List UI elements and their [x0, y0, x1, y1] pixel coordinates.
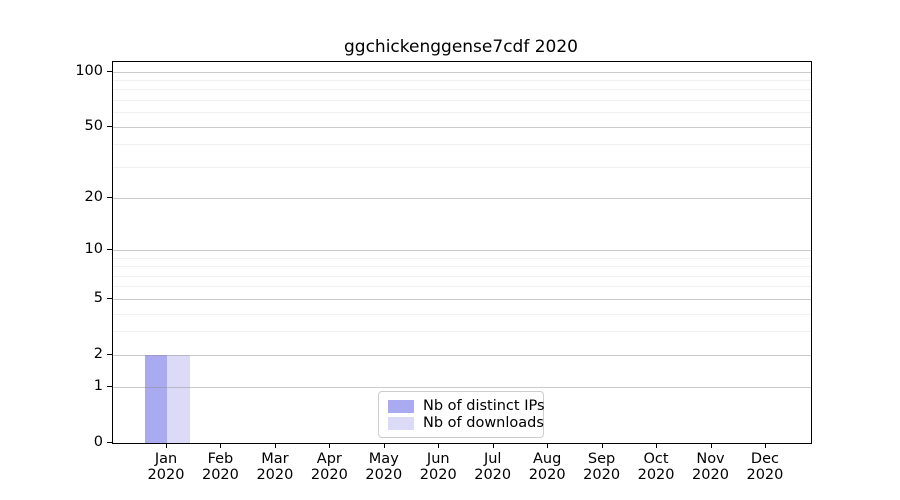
x-tick-label-feb: Feb 2020	[186, 451, 254, 483]
y-tick-label-20: 20	[84, 189, 103, 206]
y-tick-label-2: 2	[93, 345, 103, 362]
x-tick-year: 2020	[147, 467, 185, 483]
x-tick-label-aug: Aug 2020	[513, 451, 581, 483]
bar-downloads-jan	[167, 354, 190, 443]
x-tick-mark-jan	[166, 444, 167, 448]
legend-label-distinct-ips: Nb of distinct IPs	[423, 398, 545, 414]
x-tick-month: Jan	[154, 451, 178, 467]
x-tick-month: Aug	[532, 451, 562, 467]
y-tick-label-100: 100	[75, 62, 103, 79]
x-tick-month: Apr	[316, 451, 342, 467]
x-tick-year: 2020	[692, 467, 729, 483]
legend-item-downloads: Nb of downloads	[388, 415, 544, 431]
gridline-minor-7	[113, 275, 811, 277]
legend-swatch-downloads	[388, 416, 414, 430]
x-tick-year: 2020	[637, 467, 675, 483]
y-tick-mark-20	[107, 197, 112, 199]
gridline-minor-3	[113, 331, 811, 333]
x-tick-label-jan: Jan 2020	[132, 451, 200, 483]
x-tick-mark-oct	[656, 444, 658, 448]
x-tick-year: 2020	[583, 467, 621, 483]
gridline-minor-70	[113, 100, 811, 102]
x-tick-month: Feb	[207, 451, 234, 467]
gridline-minor-6	[113, 286, 811, 288]
bars-layer	[113, 62, 811, 443]
x-tick-mark-jun	[438, 444, 440, 448]
gridline-major-1	[113, 387, 811, 389]
chart-title: ggchickenggense7cdf 2020	[344, 37, 578, 57]
x-tick-year: 2020	[419, 467, 457, 483]
y-tick-mark-10	[107, 249, 112, 251]
x-tick-month: Sep	[587, 451, 616, 467]
x-tick-month: Dec	[750, 451, 779, 467]
legend: Nb of distinct IPs Nb of downloads	[378, 391, 545, 438]
gridline-major-50	[113, 126, 811, 128]
gridline-minor-40	[113, 144, 811, 146]
x-tick-mark-dec	[764, 444, 766, 448]
gridline-minor-9	[113, 257, 811, 259]
x-tick-month: Jul	[483, 451, 502, 467]
x-tick-month: Oct	[643, 451, 669, 467]
gridline-minor-8	[113, 266, 811, 268]
x-tick-month: Jun	[426, 451, 450, 467]
legend-item-distinct-ips: Nb of distinct IPs	[388, 398, 545, 414]
legend-label-downloads: Nb of downloads	[423, 415, 544, 431]
x-tick-label-oct: Oct 2020	[622, 451, 690, 483]
x-tick-mark-aug	[547, 444, 549, 448]
x-tick-year: 2020	[746, 467, 784, 483]
gridline-minor-60	[113, 112, 811, 114]
x-tick-month: May	[368, 451, 399, 467]
x-tick-mark-apr	[329, 444, 331, 448]
bar-distinct-ips-jan	[144, 354, 167, 443]
legend-swatch-distinct-ips	[388, 399, 414, 413]
x-tick-year: 2020	[256, 467, 294, 483]
y-tick-label-0: 0	[93, 434, 103, 450]
x-tick-mark-sep	[601, 444, 603, 448]
y-tick-mark-100	[107, 70, 112, 72]
x-tick-label-jul: Jul 2020	[459, 451, 527, 483]
gridline-major-10	[113, 250, 811, 252]
x-tick-mark-nov	[710, 444, 712, 448]
x-tick-year: 2020	[474, 467, 512, 483]
x-tick-label-may: May 2020	[350, 451, 418, 483]
x-tick-year: 2020	[365, 467, 403, 483]
x-tick-mark-mar	[274, 444, 276, 448]
gridline-major-20	[113, 198, 811, 200]
x-tick-label-mar: Mar 2020	[241, 451, 309, 483]
x-tick-year: 2020	[528, 467, 566, 483]
y-tick-mark-1	[107, 386, 112, 388]
x-tick-year: 2020	[310, 467, 348, 483]
plot-area: Nb of distinct IPs Nb of downloads	[112, 61, 812, 444]
x-tick-label-apr: Apr 2020	[295, 451, 363, 483]
y-tick-mark-5	[107, 297, 112, 299]
y-tick-label-10: 10	[84, 241, 103, 258]
y-tick-mark-50	[107, 125, 112, 127]
x-tick-label-jun: Jun 2020	[404, 451, 472, 483]
x-tick-month: Mar	[261, 451, 289, 467]
gridline-major-2	[113, 354, 811, 356]
gridline-minor-30	[113, 166, 811, 168]
x-tick-label-nov: Nov 2020	[677, 451, 745, 483]
x-tick-mark-may	[383, 444, 385, 448]
gridline-minor-90	[113, 80, 811, 82]
y-tick-mark-0	[107, 442, 112, 443]
gridline-major-5	[113, 298, 811, 300]
gridline-minor-4	[113, 313, 811, 315]
x-tick-month: Nov	[696, 451, 725, 467]
y-tick-label-5: 5	[93, 289, 103, 306]
x-tick-year: 2020	[201, 467, 239, 483]
grid-layer	[113, 62, 811, 443]
x-tick-label-sep: Sep 2020	[568, 451, 636, 483]
gridline-major-100	[113, 71, 811, 73]
x-tick-label-dec: Dec 2020	[731, 451, 799, 483]
gridline-minor-80	[113, 89, 811, 91]
y-tick-label-1: 1	[93, 378, 103, 395]
x-tick-mark-feb	[220, 444, 222, 448]
x-tick-mark-jul	[492, 444, 494, 448]
y-tick-mark-2	[107, 353, 112, 355]
y-tick-label-50: 50	[84, 117, 103, 134]
